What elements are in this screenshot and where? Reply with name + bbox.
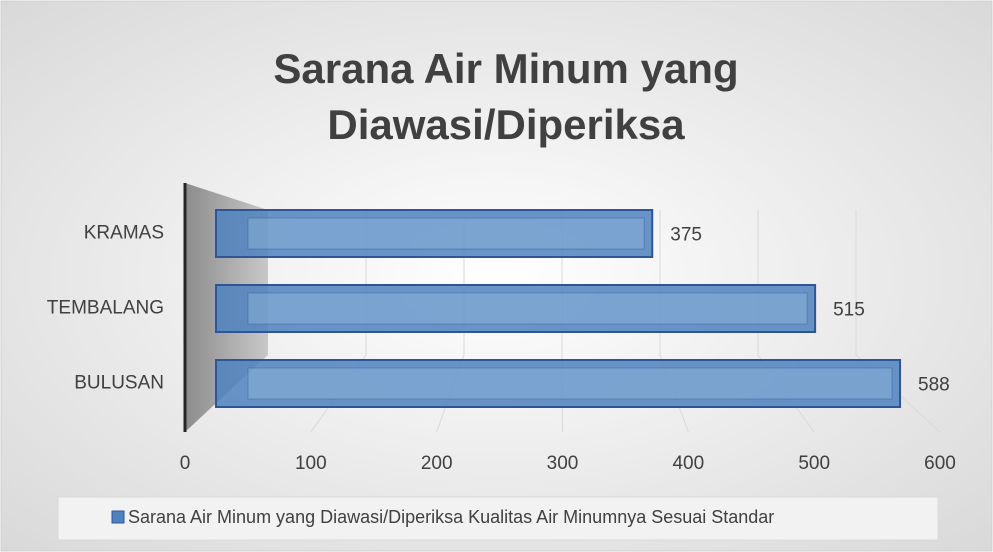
bar-face (215, 209, 654, 258)
x-tick-label: 300 (547, 453, 579, 474)
x-tick-label: 200 (421, 453, 453, 474)
chart-title: Sarana Air Minum yang Diawasi/Diperiksa (273, 45, 738, 148)
legend (57, 496, 939, 541)
bar-inner (247, 367, 893, 400)
bar-face (215, 359, 902, 408)
bar (215, 359, 902, 408)
data-label: 515 (833, 300, 865, 321)
x-tick-label: 0 (180, 453, 191, 474)
y-tick-label: BULUSAN (74, 373, 164, 394)
bar-inner (247, 217, 645, 250)
bar (215, 284, 817, 333)
y-tick-label: TEMBALANG (47, 298, 164, 319)
data-label: 375 (670, 225, 702, 246)
legend-swatch (111, 510, 125, 524)
legend-label: Sarana Air Minum yang Diawasi/Diperiksa … (128, 507, 774, 527)
data-label: 588 (918, 375, 950, 396)
x-tick-label: 400 (672, 453, 704, 474)
bar (215, 209, 654, 258)
bar-inner (247, 292, 808, 325)
x-tick-label: 600 (924, 453, 956, 474)
bar-face (215, 284, 817, 333)
x-tick-label: 100 (295, 453, 327, 474)
y-tick-label: KRAMAS (84, 223, 164, 244)
x-tick-label: 500 (798, 453, 830, 474)
